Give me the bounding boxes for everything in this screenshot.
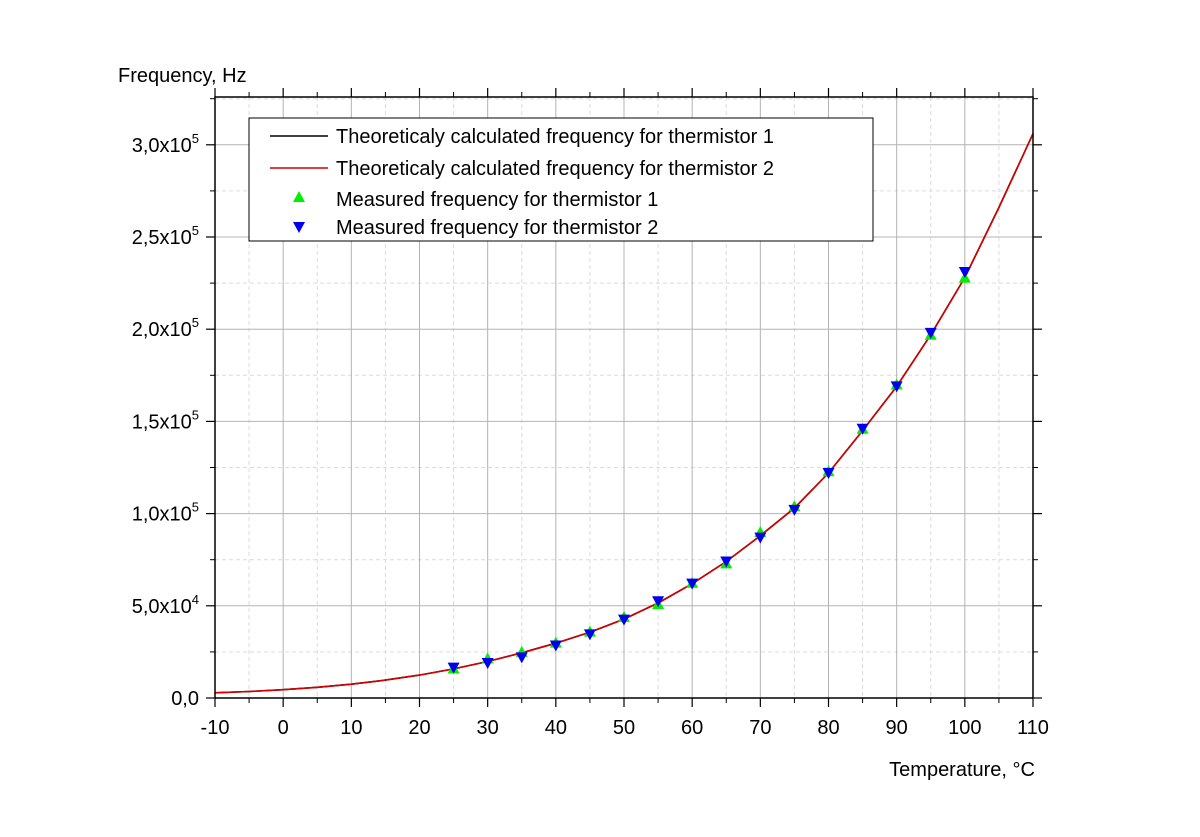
series-4-marker — [583, 629, 596, 641]
axis-ticks — [206, 88, 1042, 707]
y-tick-label: 5,0x104 — [132, 592, 199, 618]
series-4-marker — [856, 423, 869, 435]
series-4-marker — [686, 578, 699, 590]
y-tick-label: 2,5x105 — [132, 223, 199, 249]
x-tick-label: 80 — [817, 717, 839, 739]
legend: Theoreticaly calculated frequency for th… — [248, 117, 874, 242]
series-4-marker — [652, 596, 665, 608]
x-tick-label: 20 — [408, 717, 430, 739]
series-4-marker — [447, 662, 460, 674]
legend-box — [248, 117, 874, 242]
series-4-marker — [515, 652, 528, 664]
legend-label-thermistor-1-measured: Measured frequency for thermistor 1 — [336, 189, 658, 211]
y-tick-label: 0,0 — [171, 688, 199, 710]
series-4-marker — [549, 640, 562, 652]
x-tick-label: 50 — [613, 717, 635, 739]
x-tick-label: 110 — [1017, 717, 1049, 739]
series-4-marker — [958, 267, 971, 279]
y-tick-label: 1,0x105 — [132, 500, 199, 526]
series-layer — [214, 133, 1034, 694]
series-4-marker — [788, 504, 801, 516]
x-tick-label: 90 — [886, 717, 908, 739]
series-4-marker — [822, 468, 835, 480]
legend-marker-thermistor-1-measured — [293, 191, 305, 202]
y-axis-label: Frequency, Hz — [118, 65, 247, 87]
y-tick-label: 1,5x105 — [132, 407, 199, 433]
series-4-marker — [754, 532, 767, 544]
legend-label-thermistor-2-theory: Theoreticaly calculated frequency for th… — [336, 158, 774, 180]
legend-label-thermistor-2-measured: Measured frequency for thermistor 2 — [336, 217, 658, 239]
x-tick-label: -10 — [201, 717, 230, 739]
x-tick-label: 0 — [278, 717, 289, 739]
series-4-marker — [924, 327, 937, 339]
x-tick-label: 40 — [545, 717, 567, 739]
x-tick-label: 60 — [681, 717, 703, 739]
x-tick-labels: -10 0 10 20 30 40 50 60 70 80 90 100 110 — [201, 717, 1049, 739]
series-4-marker — [720, 556, 733, 568]
series-4-marker — [481, 657, 494, 669]
legend-label-thermistor-1-theory: Theoreticaly calculated frequency for th… — [336, 126, 774, 148]
x-axis-label: Temperature, °C — [889, 759, 1035, 781]
x-tick-label: 70 — [749, 717, 771, 739]
legend-marker-thermistor-2-measured — [293, 222, 305, 233]
x-tick-label: 30 — [477, 717, 499, 739]
x-tick-label: 10 — [340, 717, 362, 739]
y-tick-label: 3,0x105 — [132, 131, 199, 157]
y-tick-label: 2,0x105 — [132, 315, 199, 341]
y-tick-labels: 0,0 5,0x104 1,0x105 1,5x105 2,0x105 2,5x105 3,… — [132, 131, 199, 710]
x-tick-label: 100 — [948, 717, 981, 739]
series-4-marker — [618, 614, 630, 626]
series-4-marker — [890, 381, 903, 393]
